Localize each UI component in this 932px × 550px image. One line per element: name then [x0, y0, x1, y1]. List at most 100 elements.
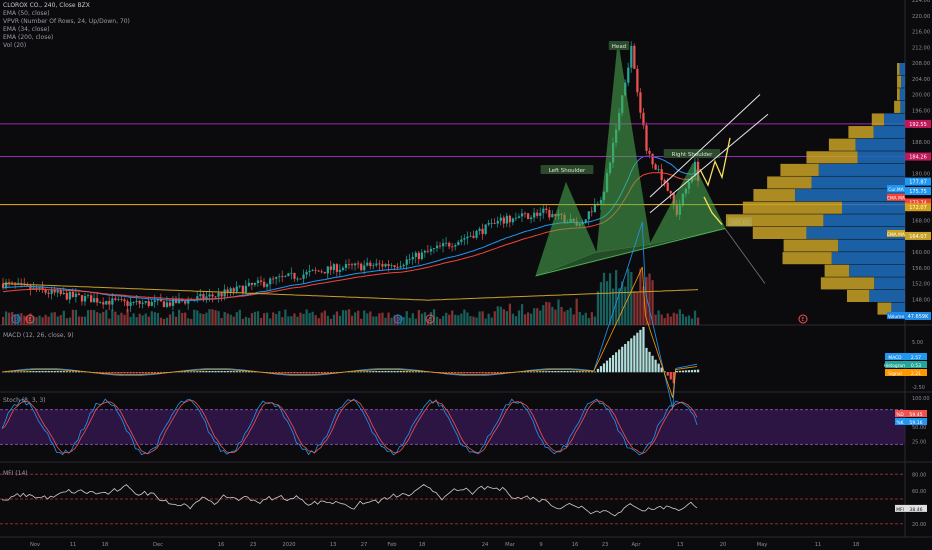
stoch-label-bg: [895, 410, 905, 417]
macd-value-bg: [905, 361, 927, 368]
volume-bar: [329, 318, 332, 325]
macd-histogram-bar: [196, 371, 199, 373]
volume-bar: [235, 312, 238, 325]
volume-bar: [256, 311, 260, 325]
candle-body: [633, 45, 636, 69]
vpvr-down: [891, 302, 905, 315]
macd-histogram-bar: [530, 371, 533, 373]
vpvr-up: [806, 151, 858, 164]
macd-histogram-bar: [17, 371, 20, 373]
macd-histogram-bar: [117, 372, 120, 374]
volume-bar: [335, 311, 339, 325]
candle-body: [351, 264, 354, 266]
macd-histogram-bar: [20, 371, 23, 373]
candle-body: [384, 264, 387, 267]
left-shoulder-triangle: [535, 181, 597, 277]
volume-bar: [338, 315, 342, 325]
event-marker: [425, 314, 435, 324]
volume-bar: [153, 312, 156, 325]
macd-histogram-bar: [411, 371, 414, 373]
macd-histogram-bar: [542, 371, 545, 373]
time-tick: 11: [815, 542, 822, 548]
macd-histogram-bar: [630, 338, 633, 373]
macd-histogram-bar: [41, 370, 44, 373]
volume-bar: [93, 309, 96, 325]
volume-bar: [554, 309, 557, 325]
macd-histogram-bar: [351, 371, 354, 373]
volume-bar: [50, 312, 53, 325]
macd-histogram-bar: [645, 347, 648, 373]
volume-bar: [80, 316, 84, 325]
axis-price-label: 192.55: [909, 122, 927, 128]
volume-bar: [241, 318, 244, 325]
macd-histogram-bar: [269, 372, 272, 373]
volume-bar: [630, 272, 633, 325]
volume-bar: [120, 312, 123, 325]
macd-histogram-bar: [687, 370, 691, 373]
candle-body: [86, 295, 90, 297]
candle-body: [360, 263, 363, 271]
volume-bar: [205, 312, 208, 325]
volume-bar: [275, 313, 278, 325]
volume-bar: [162, 318, 166, 325]
candle-body: [369, 262, 372, 267]
candle-body: [378, 263, 381, 265]
candle-body: [20, 282, 23, 284]
axis-price-label: Cur.MA: [888, 187, 903, 193]
axis-price-label-bg: [905, 231, 931, 240]
macd-histogram-bar: [481, 372, 484, 374]
volume-bar: [481, 311, 484, 325]
volume-bar: [666, 313, 669, 325]
vpvr-down: [795, 189, 905, 202]
vpvr-up: [846, 289, 870, 303]
candle-body: [347, 264, 351, 265]
candle-body: [320, 271, 323, 273]
time-tick: Nov: [30, 542, 40, 548]
macd-histogram-bar: [241, 371, 244, 373]
mfi-label: MFI: [896, 507, 904, 513]
candle-body: [636, 68, 639, 93]
volume-bar: [642, 286, 645, 325]
volume-bar: [545, 301, 548, 325]
macd-histogram-bar: [44, 370, 47, 373]
candle-body: [196, 296, 199, 300]
volume-bar: [226, 313, 229, 325]
stoch-value: 59.16: [909, 420, 922, 426]
macd-histogram-bar: [71, 371, 75, 373]
vpvr-up: [828, 138, 856, 151]
price-tick-label: 212.00: [912, 45, 930, 51]
event-marker-label: E: [28, 317, 31, 323]
volume-bar: [178, 309, 181, 325]
volume-bar: [426, 318, 430, 325]
macd-histogram-bar: [596, 368, 600, 373]
candle-body: [126, 301, 129, 306]
volume-bar: [211, 309, 214, 325]
macd-histogram-bar: [463, 372, 466, 374]
axis-price-label-bg: [905, 187, 931, 196]
volume-bar: [317, 318, 320, 325]
volume-bar: [8, 312, 11, 325]
volume-bar: [220, 317, 223, 325]
volume-bar: [596, 291, 600, 325]
candle-body: [171, 298, 175, 306]
event-marker: [11, 314, 21, 324]
macd-histogram-bar: [220, 370, 223, 373]
volume-bar: [384, 317, 387, 325]
macd-histogram-bar: [308, 372, 311, 374]
macd-histogram-bar: [190, 371, 193, 373]
volume-bar: [572, 314, 575, 325]
candle-body: [256, 280, 260, 284]
macd-histogram-bar: [253, 371, 257, 373]
macd-histogram-bar: [299, 372, 302, 374]
macd-histogram-bar: [372, 371, 375, 373]
channel-lower: [649, 113, 769, 214]
legend-ema34: EMA (34, close): [3, 26, 50, 33]
vpvr-up: [871, 113, 885, 126]
candle-body: [439, 245, 442, 247]
macd-histogram-bar: [296, 372, 299, 374]
vpvr-up: [725, 214, 824, 227]
macd-histogram-bar: [53, 370, 56, 373]
volume-bar: [229, 314, 232, 325]
vpvr-up: [894, 100, 901, 113]
